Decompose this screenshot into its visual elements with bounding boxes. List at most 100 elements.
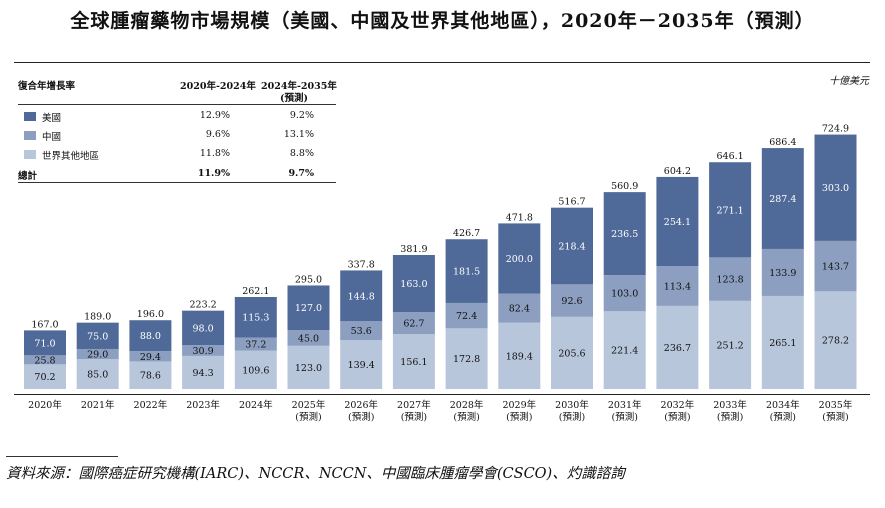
bar-segment xyxy=(656,305,699,389)
x-tick-label: 2034年 xyxy=(766,399,800,411)
x-tick-label: 2035年 xyxy=(819,399,853,411)
source-rule xyxy=(6,456,118,457)
chart-title: 全球腫瘤藥物市場規模（美國、中國及世界其他地區），2020年－2035年（預測） xyxy=(70,10,815,32)
total-label: 686.4 xyxy=(769,137,796,148)
bar-segment xyxy=(287,330,330,346)
cagr-value: 11.9% xyxy=(197,168,230,179)
segment-label: 72.4 xyxy=(456,311,477,322)
total-label: 189.0 xyxy=(84,312,111,323)
cagr-header-col1: 2020年-2024年 xyxy=(180,81,256,92)
bar-segment xyxy=(392,334,435,389)
bar-segment xyxy=(234,350,277,389)
segment-label: 98.0 xyxy=(193,323,214,334)
bar-segment xyxy=(603,311,646,389)
total-label: 262.1 xyxy=(242,286,269,297)
segment-label: 163.0 xyxy=(400,279,427,290)
x-tick-label: 2024年 xyxy=(239,399,273,411)
bar-segment xyxy=(340,270,383,322)
bar-segment xyxy=(551,316,593,389)
bar-segment xyxy=(392,254,435,313)
total-label: 167.0 xyxy=(31,319,58,330)
cagr-row-label: 中國 xyxy=(42,132,62,143)
cagr-row-label: 世界其他地區 xyxy=(42,151,100,162)
bar-segment xyxy=(182,355,225,389)
x-tick-note: (預測) xyxy=(453,411,479,423)
bar-segment xyxy=(445,302,488,329)
bar-segment xyxy=(340,321,383,341)
x-tick-label: 2028年 xyxy=(450,399,484,411)
bar-segment xyxy=(656,176,699,267)
cagr-value: 12.9% xyxy=(199,110,230,121)
segment-label: 113.4 xyxy=(664,282,691,293)
legend-swatch-china xyxy=(24,131,36,140)
bar-segment xyxy=(761,148,804,249)
segment-label: 30.9 xyxy=(193,346,214,357)
bar-segment xyxy=(76,359,119,389)
total-label: 295.0 xyxy=(295,274,322,285)
segment-label: 236.5 xyxy=(611,229,638,240)
total-label: 604.2 xyxy=(664,166,691,177)
bar-segment xyxy=(24,355,66,365)
segment-label: 85.0 xyxy=(87,370,108,381)
segment-label: 37.2 xyxy=(245,340,266,351)
x-tick-label: 2029年 xyxy=(502,399,536,411)
x-tick-label: 2027年 xyxy=(397,399,431,411)
x-tick-note: (預測) xyxy=(611,411,637,423)
bar-segment xyxy=(182,310,225,346)
segment-label: 278.2 xyxy=(822,336,849,347)
segment-label: 123.0 xyxy=(295,363,322,374)
segment-label: 53.6 xyxy=(351,326,372,337)
bar-segment xyxy=(24,364,66,389)
bar-segment xyxy=(656,266,699,306)
stacked-bar-chart: 70.2 25.8 71.0 167.0 2020年 85.0 29.0 75.0 189.0 2… xyxy=(24,124,857,423)
bar-segment xyxy=(551,284,593,317)
segment-label: 205.6 xyxy=(558,348,585,359)
cagr-value: 11.8% xyxy=(199,148,230,159)
segment-label: 143.7 xyxy=(822,262,849,273)
bar-segment xyxy=(814,291,857,389)
total-label: 471.8 xyxy=(506,212,533,223)
cagr-value: 9.2% xyxy=(289,110,314,121)
bar-segment xyxy=(814,134,857,241)
bar-segment xyxy=(709,257,752,301)
segment-label: 271.1 xyxy=(716,205,743,216)
x-tick-note: (預測) xyxy=(770,411,796,423)
bar-segment xyxy=(287,345,330,389)
x-tick-label: 2025年 xyxy=(292,399,326,411)
bar-segment xyxy=(761,248,804,296)
segment-label: 189.4 xyxy=(506,351,533,362)
segment-label: 29.4 xyxy=(140,352,161,363)
x-tick-label: 2020年 xyxy=(28,399,62,411)
bar-segment xyxy=(445,239,488,303)
segment-label: 133.9 xyxy=(769,268,796,279)
unit-label: 十億美元 xyxy=(829,76,869,87)
bar-segment xyxy=(603,192,646,276)
bar-segment xyxy=(814,240,857,292)
bar-segment xyxy=(340,340,383,389)
x-tick-note: (預測) xyxy=(664,411,690,423)
cagr-value: 9.6% xyxy=(205,129,230,140)
total-label: 560.9 xyxy=(611,181,638,192)
segment-label: 303.0 xyxy=(822,183,849,194)
segment-label: 221.4 xyxy=(611,346,638,357)
segment-label: 109.6 xyxy=(242,365,269,376)
source-note: 資料來源：國際癌症研究機構(IARC)、NCCR、NCCN、中國臨床腫瘤學會(C… xyxy=(6,466,625,482)
segment-label: 144.8 xyxy=(348,291,375,302)
total-label: 337.8 xyxy=(348,259,375,270)
segment-label: 82.4 xyxy=(509,304,530,315)
bar-segment xyxy=(392,312,435,335)
segment-label: 88.0 xyxy=(140,331,161,342)
segment-label: 181.5 xyxy=(453,267,480,278)
top-rule xyxy=(14,62,870,63)
bar-segment xyxy=(182,345,225,356)
cagr-header-col2: 2024年-2035年 xyxy=(261,81,337,92)
segment-label: 70.2 xyxy=(34,372,55,383)
cagr-header-label: 復合年增長率 xyxy=(18,81,76,92)
total-label: 646.1 xyxy=(716,151,743,162)
x-tick-note: (預測) xyxy=(348,411,374,423)
x-tick-label: 2022年 xyxy=(134,399,168,411)
segment-label: 287.4 xyxy=(769,194,796,205)
cagr-value: 13.1% xyxy=(283,129,314,140)
x-tick-label: 2023年 xyxy=(186,399,220,411)
cagr-value: 8.8% xyxy=(289,148,314,159)
